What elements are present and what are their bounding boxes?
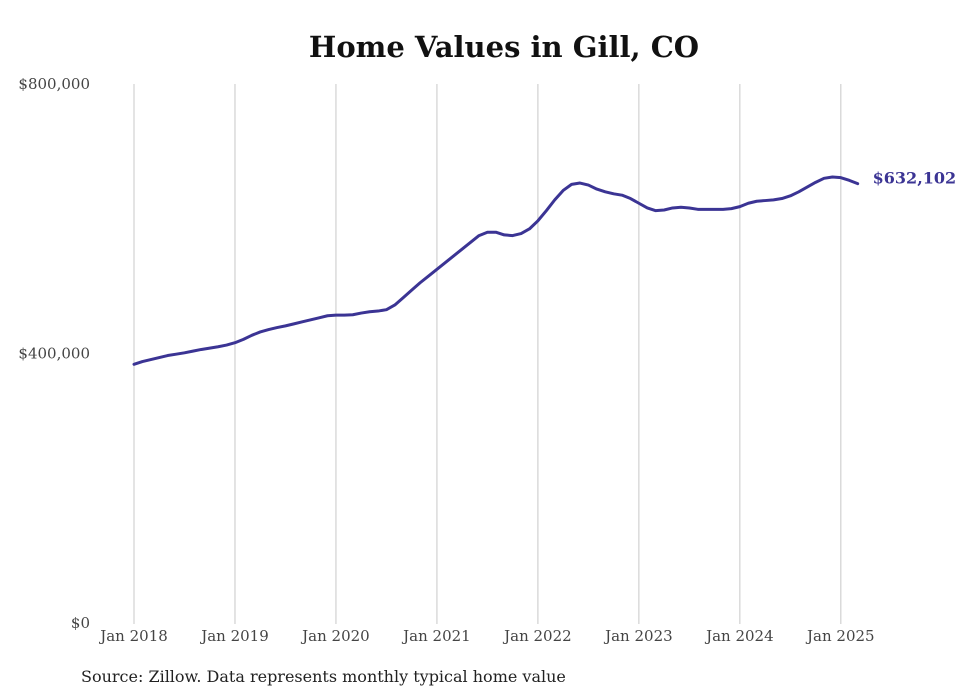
y-tick-label: $0 — [71, 614, 90, 632]
series-layer — [132, 175, 860, 366]
source-note: Source: Zillow. Data represents monthly … — [81, 667, 566, 686]
x-tick-label: Jan 2025 — [805, 627, 875, 645]
gridlines — [133, 84, 842, 624]
x-tick-label: Jan 2021 — [401, 627, 471, 645]
x-tick-label: Jan 2023 — [603, 627, 673, 645]
y-axis-ticks: $0 $400,000 $800,000 — [18, 75, 90, 632]
series-line — [132, 175, 860, 366]
x-tick-label: Jan 2020 — [300, 627, 370, 645]
label-layer: $632,102 — [873, 169, 957, 188]
x-tick-label: Jan 2019 — [199, 627, 269, 645]
x-tick-label: Jan 2022 — [502, 627, 572, 645]
y-tick-label: $800,000 — [18, 75, 90, 93]
chart-title: Home Values in Gill, CO — [308, 30, 700, 64]
end-value-label: $632,102 — [873, 169, 957, 188]
x-tick-label: Jan 2024 — [704, 627, 774, 645]
x-tick-label: Jan 2018 — [98, 627, 168, 645]
line-chart: $0$400,000$800,000 Jan 2018 Jan 2019 Jan 2… — [18, 75, 957, 645]
y-tick-label: $400,000 — [18, 345, 90, 363]
x-axis-ticks: Jan 2018 Jan 2019 Jan 2020 Jan 2021 Jan 2022… — [98, 627, 874, 645]
